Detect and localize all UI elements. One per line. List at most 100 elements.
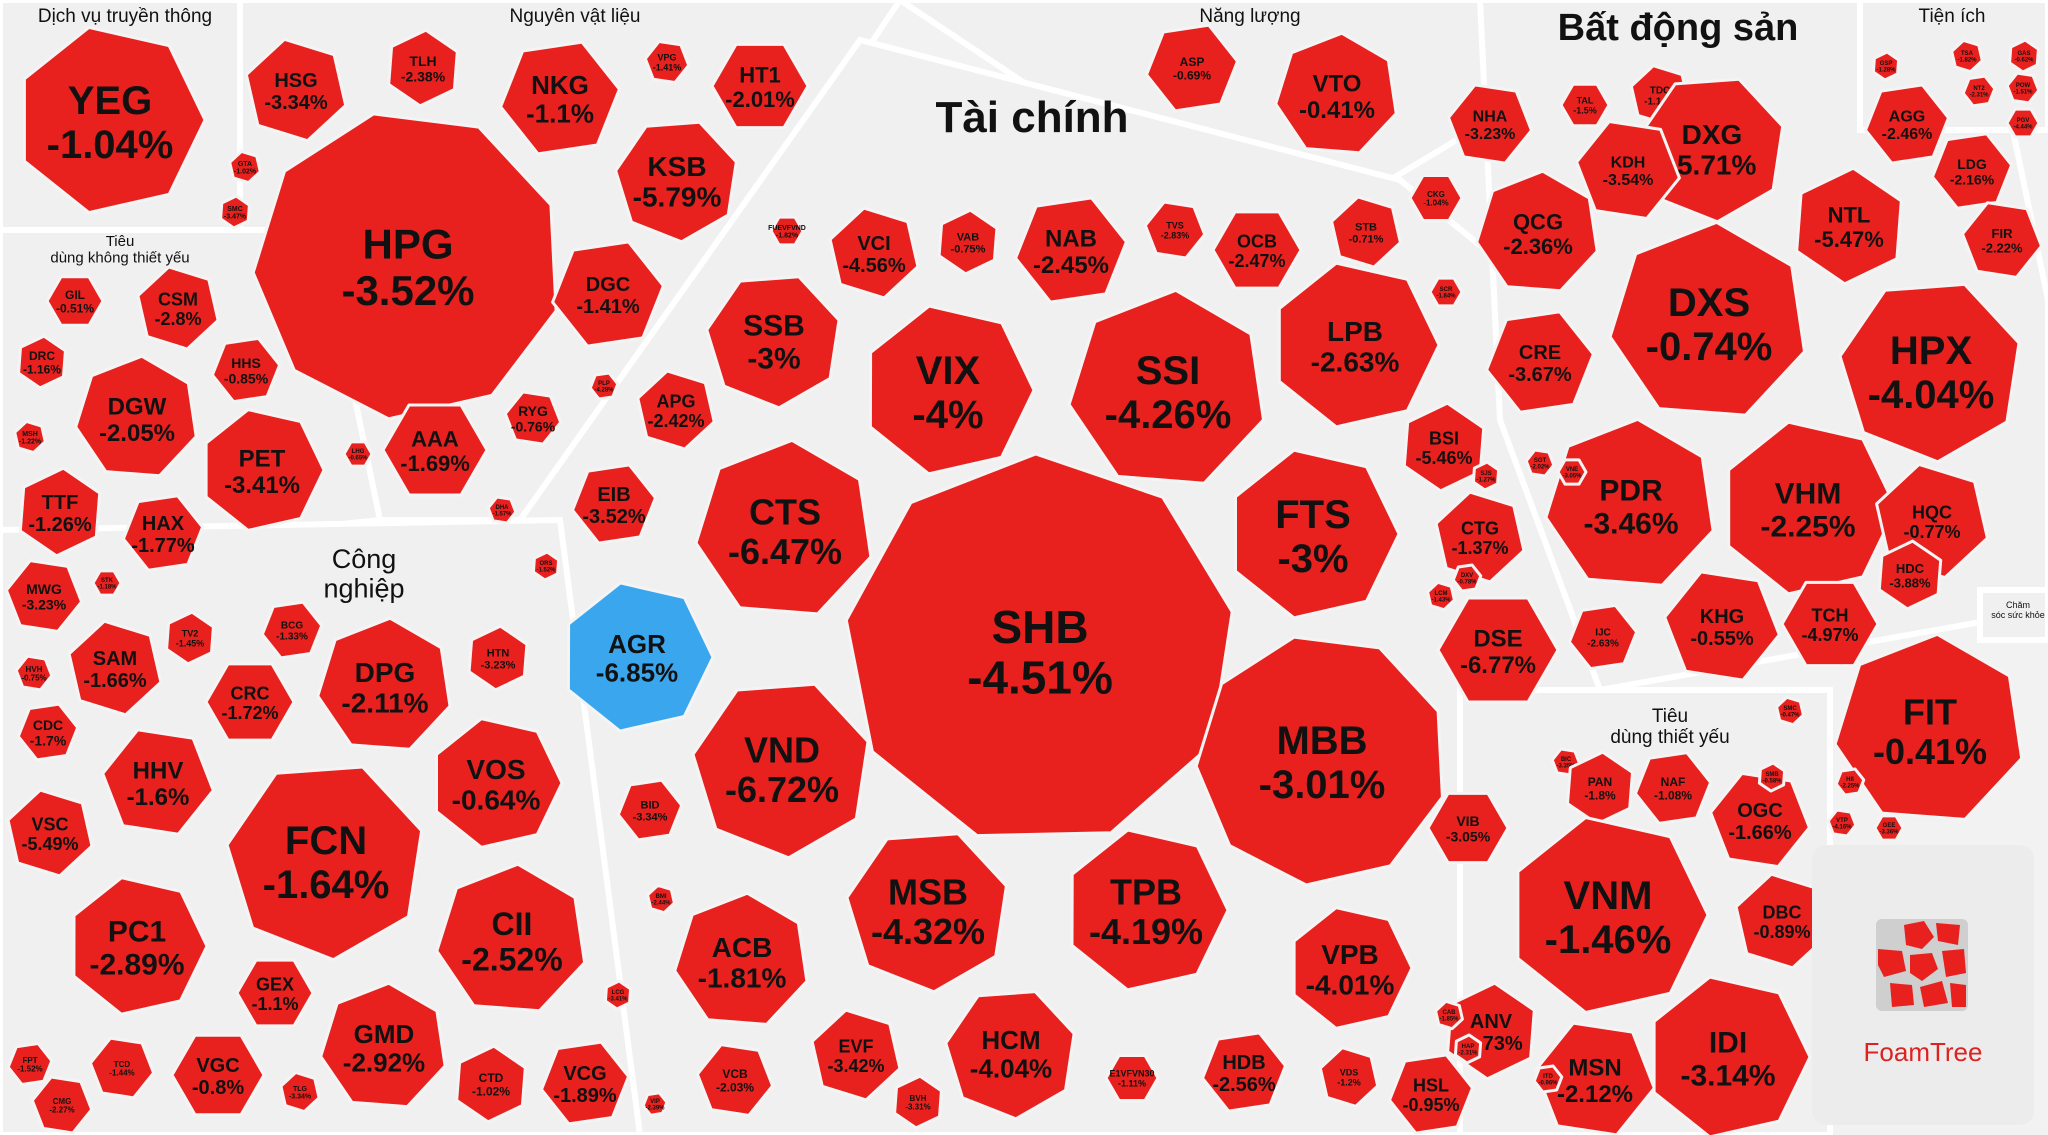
cell-shape-bcg[interactable] (260, 600, 324, 660)
cell-stb[interactable]: STB-0.71% (1330, 195, 1402, 269)
cell-pan[interactable]: PAN-1.8% (1566, 750, 1634, 826)
cell-hpg[interactable]: HPG-3.52% (251, 112, 558, 421)
cell-shape-smc[interactable] (219, 194, 251, 230)
cell-shape-cts[interactable] (694, 438, 873, 616)
cell-ijc[interactable]: IJC-2.63% (1567, 603, 1639, 671)
cell-shape-shb[interactable] (844, 452, 1234, 838)
cell-shape-gas[interactable] (2008, 38, 2040, 74)
cell-asp[interactable]: ASP-0.69% (1145, 23, 1239, 113)
cell-shape-fuevfvnd[interactable] (769, 215, 805, 247)
cell-tsa[interactable]: TSA-1.82% (1950, 38, 1984, 74)
cell-shape-ckg[interactable] (1408, 174, 1464, 222)
cell-shape-idi[interactable] (1652, 975, 1812, 1135)
cell-e1vfvn30[interactable]: E1VFVN30-1.11% (1104, 1054, 1160, 1102)
cell-ldg[interactable]: LDG-2.16% (1930, 132, 2014, 210)
cell-shape-ors[interactable] (531, 550, 561, 582)
cell-smc[interactable]: SMC-0.47% (1775, 695, 1805, 727)
cell-shape-ogc[interactable] (1709, 771, 1811, 869)
cell-smc[interactable]: SMC-3.47% (219, 194, 251, 230)
cell-fcn[interactable]: FCN-1.64% (225, 765, 424, 962)
cell-shape-hdc[interactable] (1877, 539, 1943, 611)
cell-cmg[interactable]: CMG-2.27% (30, 1075, 94, 1135)
cell-nkg[interactable]: NKG-1.1% (499, 40, 621, 156)
cell-hpx[interactable]: HPX-4.04% (1838, 282, 2021, 464)
cell-shape-tvs[interactable] (1143, 200, 1207, 260)
cell-sjs[interactable]: SJS-1.27% (1471, 460, 1501, 492)
cell-shape-vds[interactable] (1318, 1046, 1380, 1108)
cell-ryg[interactable]: RYG-0.76% (503, 390, 563, 446)
cell-shape-itd[interactable] (1532, 1064, 1564, 1094)
cell-nha[interactable]: NHA-3.23% (1447, 83, 1533, 165)
cell-shape-agg[interactable] (1864, 83, 1950, 165)
cell-cts[interactable]: CTS-6.47% (694, 438, 873, 616)
cell-shape-qcg[interactable] (1475, 169, 1599, 293)
cell-vto[interactable]: VTO-0.41% (1274, 31, 1398, 155)
cell-ogc[interactable]: OGC-1.66% (1709, 771, 1811, 869)
cell-nt2[interactable]: NT2-2.31% (1961, 74, 1997, 108)
cell-dha[interactable]: DHA-1.57% (486, 495, 518, 525)
cell-shape-vix[interactable] (868, 304, 1036, 476)
cell-shape-msh[interactable] (13, 419, 47, 455)
cell-shape-tpb[interactable] (1070, 828, 1230, 992)
cell-shape-fpt[interactable] (6, 1042, 54, 1086)
cell-shb[interactable]: SHB-4.51% (844, 452, 1234, 838)
cell-fit[interactable]: FIT-0.41% (1833, 632, 2024, 821)
cell-shape-mbb[interactable] (1194, 635, 1444, 887)
cell-shape-vcb[interactable] (695, 1043, 775, 1117)
cell-ckg[interactable]: CKG-1.04% (1408, 174, 1464, 222)
cell-bid[interactable]: BID-3.34% (616, 778, 684, 842)
cell-lpb[interactable]: LPB-2.63% (1277, 261, 1441, 429)
cell-shape-yeg[interactable] (22, 25, 207, 215)
cell-shape-tlh[interactable] (387, 28, 459, 108)
cell-shape-cdc[interactable] (16, 702, 80, 762)
cell-vip[interactable]: VIP-2.39% (641, 1091, 669, 1117)
cell-vgc[interactable]: VGC-0.8% (170, 1033, 266, 1117)
cell-lhg[interactable]: LHG-0.65% (342, 440, 374, 468)
cell-shape-vip[interactable] (641, 1091, 669, 1117)
cell-shape-ksb[interactable] (614, 120, 738, 244)
cell-hii[interactable]: HII-2.25% (1834, 767, 1866, 797)
cell-drc[interactable]: DRC-1.16% (17, 334, 67, 390)
cell-mbb[interactable]: MBB-3.01% (1194, 635, 1444, 887)
cell-dbc[interactable]: DBC-0.89% (1734, 872, 1830, 970)
cell-shape-fts[interactable] (1234, 448, 1401, 620)
cell-khg[interactable]: KHG-0.55% (1663, 570, 1781, 682)
cell-tcd[interactable]: TCD-1.44% (88, 1036, 156, 1100)
cell-pdr[interactable]: PDR-3.46% (1544, 417, 1715, 587)
cell-shape-vgc[interactable] (170, 1033, 266, 1117)
cell-scr[interactable]: SCR-1.84% (1428, 276, 1464, 308)
cell-ttf[interactable]: TTF-1.26% (18, 466, 102, 558)
cell-shape-hax[interactable] (121, 494, 205, 572)
cell-shape-pow[interactable] (2005, 71, 2041, 105)
cell-sgt[interactable]: SGT-2.02% (1524, 448, 1556, 478)
cell-hcm[interactable]: HCM-4.04% (944, 990, 1076, 1121)
cell-shape-ijc[interactable] (1567, 603, 1639, 671)
cell-msb[interactable]: MSB-4.32% (845, 832, 1008, 994)
cell-stk[interactable]: STK-1.18% (91, 569, 123, 597)
cell-shape-fit[interactable] (1833, 632, 2024, 821)
cell-dxv[interactable]: DXV-0.78% (1451, 563, 1483, 593)
cell-nab[interactable]: NAB-2.45% (1014, 196, 1128, 304)
cell-agg[interactable]: AGG-2.46% (1864, 83, 1950, 165)
cell-shape-sjs[interactable] (1471, 460, 1501, 492)
cell-shape-evf[interactable] (810, 1008, 902, 1102)
cell-shape-vos[interactable] (435, 717, 564, 849)
cell-shape-tsa[interactable] (1950, 38, 1984, 74)
cell-shape-crc[interactable] (204, 662, 296, 742)
cell-shape-aaa[interactable] (381, 403, 489, 497)
cell-gas[interactable]: GAS-0.62% (2008, 38, 2040, 74)
cell-shape-ht1[interactable] (710, 42, 810, 130)
cell-ssi[interactable]: SSI-4.26% (1067, 288, 1265, 485)
cell-cre[interactable]: CRE-3.67% (1485, 310, 1595, 414)
cell-pgv[interactable]: PGV-4.44% (2005, 107, 2041, 139)
cell-gex[interactable]: GEX-1.1% (235, 958, 315, 1028)
cell-shape-vcg[interactable] (540, 1040, 630, 1126)
cell-vpg[interactable]: VPG-1.41% (643, 40, 691, 84)
cell-naf[interactable]: NAF-1.08% (1633, 751, 1713, 825)
cell-shape-e1vfvn30[interactable] (1104, 1054, 1160, 1102)
cell-hhs[interactable]: HHS-0.85% (210, 336, 282, 404)
cell-fts[interactable]: FTS-3% (1234, 448, 1401, 620)
cell-shape-lpb[interactable] (1277, 261, 1441, 429)
cell-vcb[interactable]: VCB-2.03% (695, 1043, 775, 1117)
cell-shape-asp[interactable] (1145, 23, 1239, 113)
